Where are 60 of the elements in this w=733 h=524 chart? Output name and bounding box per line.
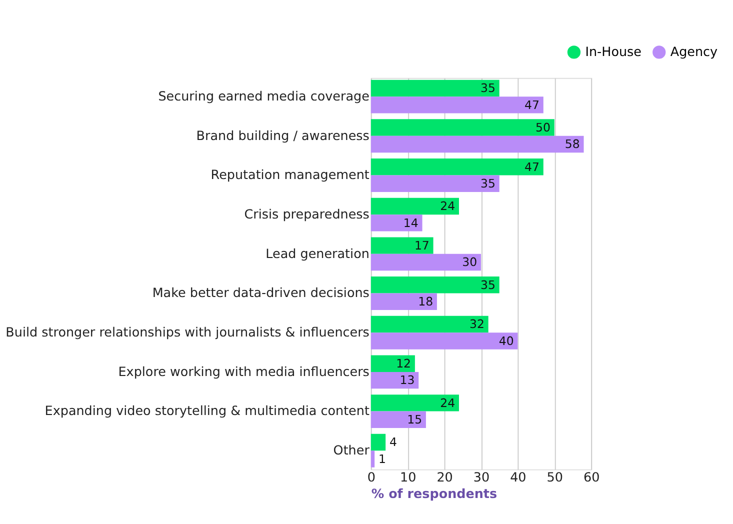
data-label: 14	[403, 216, 418, 230]
data-label: 18	[418, 294, 434, 309]
data-label: 15	[407, 412, 422, 427]
data-label: 24	[440, 396, 456, 410]
data-label: 1	[378, 452, 386, 466]
bar	[370, 434, 386, 451]
bar	[370, 158, 544, 176]
bar	[370, 411, 426, 428]
data-label: 35	[480, 81, 496, 96]
y-tick-label: Lead generation	[266, 246, 370, 261]
bar	[370, 136, 584, 153]
x-tick-label: 20	[436, 470, 453, 485]
bar	[370, 175, 500, 192]
y-tick-label: Reputation management	[210, 167, 370, 182]
x-axis-title: % of respondents	[371, 486, 498, 502]
x-tick-label: 0	[367, 470, 376, 485]
bar	[370, 119, 554, 136]
data-label: 35	[480, 278, 496, 292]
data-label: 24	[440, 199, 456, 214]
bar	[370, 214, 422, 232]
bar	[370, 198, 459, 215]
bar	[370, 237, 434, 254]
data-label: 58	[564, 137, 580, 152]
y-tick-label: Make better data-driven decisions	[152, 285, 370, 300]
data-label: 47	[524, 160, 540, 174]
data-label: 12	[396, 356, 412, 371]
legend-label: In-House	[585, 44, 642, 60]
data-label: 4	[390, 435, 397, 450]
data-label: 13	[400, 373, 415, 388]
data-label: 17	[414, 238, 430, 252]
y-tick-label: Explore working with media influencers	[118, 364, 370, 379]
bar	[370, 332, 518, 350]
bar	[370, 450, 375, 468]
data-label: 30	[462, 255, 478, 270]
bar	[370, 254, 481, 271]
y-tick-label: Crisis preparedness	[244, 206, 370, 222]
x-tick-label: 40	[510, 470, 526, 485]
data-label: 47	[524, 98, 540, 112]
data-label: 50	[536, 120, 550, 134]
bar	[370, 394, 459, 412]
bar	[370, 80, 500, 97]
y-tick-label: Other	[333, 442, 370, 458]
legend-label: Agency	[670, 44, 718, 60]
y-tick-label: Build stronger relationships with journalists & influencers	[6, 324, 370, 340]
x-tick-label: 10	[400, 470, 416, 485]
bar	[370, 355, 415, 372]
bar	[370, 96, 544, 114]
x-tick-label: 50	[546, 470, 563, 485]
x-tick-label: 60	[583, 470, 600, 485]
bar	[370, 293, 437, 310]
y-tick-label: Expanding video storytelling & multimedia content	[44, 403, 370, 418]
data-label: 35	[480, 176, 496, 191]
bar	[370, 276, 500, 294]
bar	[370, 316, 488, 333]
x-tick-label: 30	[473, 470, 490, 485]
data-label: 32	[469, 317, 484, 332]
y-tick-label: Securing earned media coverage	[158, 88, 370, 104]
data-label: 40	[498, 334, 514, 348]
y-tick-label: Brand building / awareness	[196, 128, 370, 143]
bar	[370, 372, 419, 389]
